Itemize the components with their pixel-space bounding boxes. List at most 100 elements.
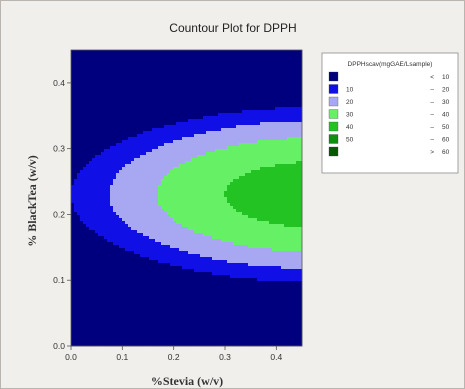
contour-cell (152, 287, 156, 291)
contour-cell (116, 290, 120, 294)
contour-cell (83, 101, 87, 105)
contour-cell (155, 215, 159, 219)
contour-cell (119, 173, 123, 177)
contour-cell (149, 92, 153, 96)
contour-cell (95, 203, 99, 207)
contour-cell (221, 128, 225, 132)
contour-cell (140, 323, 144, 327)
contour-cell (122, 107, 126, 111)
contour-cell (125, 323, 129, 327)
contour-cell (194, 296, 198, 300)
contour-cell (179, 98, 183, 102)
contour-cell (122, 77, 126, 81)
contour-cell (128, 167, 132, 171)
contour-cell (101, 338, 105, 342)
contour-cell (125, 95, 129, 99)
contour-cell (104, 62, 108, 66)
contour-cell (98, 62, 102, 66)
contour-cell (128, 176, 132, 180)
contour-cell (173, 344, 177, 347)
contour-cell (107, 341, 111, 345)
contour-cell (173, 68, 177, 72)
contour-cell (95, 212, 99, 216)
contour-cell (104, 230, 108, 234)
contour-cell (215, 218, 219, 222)
contour-cell (110, 164, 114, 168)
contour-cell (149, 278, 153, 282)
contour-cell (161, 101, 165, 105)
contour-cell (131, 53, 135, 57)
contour-cell (116, 299, 120, 303)
contour-cell (152, 200, 156, 204)
contour-cell (98, 272, 102, 276)
contour-cell (167, 86, 171, 90)
contour-cell (194, 293, 198, 297)
contour-cell (83, 275, 87, 279)
contour-cell (203, 191, 207, 195)
contour-cell (179, 260, 183, 264)
contour-cell (158, 146, 162, 150)
contour-cell (212, 278, 216, 282)
contour-cell (206, 71, 210, 75)
contour-cell (161, 104, 165, 108)
contour-cell (203, 53, 207, 57)
contour-cell (167, 242, 171, 246)
contour-cell (74, 248, 78, 252)
contour-cell (119, 242, 123, 246)
contour-cell (215, 332, 219, 336)
contour-cell (137, 95, 141, 99)
contour-cell (209, 179, 213, 183)
contour-cell (179, 50, 183, 54)
contour-cell (107, 155, 111, 159)
contour-cell (182, 77, 186, 81)
contour-cell (170, 281, 174, 285)
contour-cell (182, 320, 186, 324)
contour-cell (110, 143, 114, 147)
contour-cell (71, 245, 75, 249)
contour-cell (143, 146, 147, 150)
contour-cell (80, 71, 84, 75)
contour-cell (149, 173, 153, 177)
contour-cell (80, 314, 84, 318)
contour-cell (218, 254, 222, 258)
contour-cell (152, 290, 156, 294)
contour-cell (152, 98, 156, 102)
contour-cell (215, 53, 219, 57)
contour-cell (197, 50, 201, 54)
contour-cell (200, 65, 204, 69)
contour-cell (176, 284, 180, 288)
contour-cell (101, 74, 105, 78)
contour-cell (107, 77, 111, 81)
contour-cell (122, 290, 126, 294)
contour-cell (212, 188, 216, 192)
contour-cell (107, 332, 111, 336)
contour-cell (110, 242, 114, 246)
contour-cell (95, 263, 99, 267)
contour-cell (218, 203, 222, 207)
contour-cell (218, 65, 222, 69)
contour-cell (194, 239, 198, 243)
contour-cell (140, 251, 144, 255)
contour-cell (167, 248, 171, 252)
contour-cell (128, 275, 132, 279)
contour-cell (86, 98, 90, 102)
contour-cell (215, 62, 219, 66)
contour-cell (140, 116, 144, 120)
contour-cell (80, 245, 84, 249)
contour-cell (86, 296, 90, 300)
contour-cell (146, 110, 150, 114)
contour-cell (170, 173, 174, 177)
contour-cell (98, 50, 102, 54)
contour-cell (122, 245, 126, 249)
contour-cell (143, 221, 147, 225)
contour-cell (149, 179, 153, 183)
contour-cell (179, 179, 183, 183)
contour-cell (215, 50, 219, 54)
contour-cell (146, 242, 150, 246)
contour-cell (134, 284, 138, 288)
contour-cell (104, 233, 108, 237)
contour-cell (134, 104, 138, 108)
contour-cell (125, 218, 129, 222)
contour-cell (101, 71, 105, 75)
contour-cell (140, 218, 144, 222)
